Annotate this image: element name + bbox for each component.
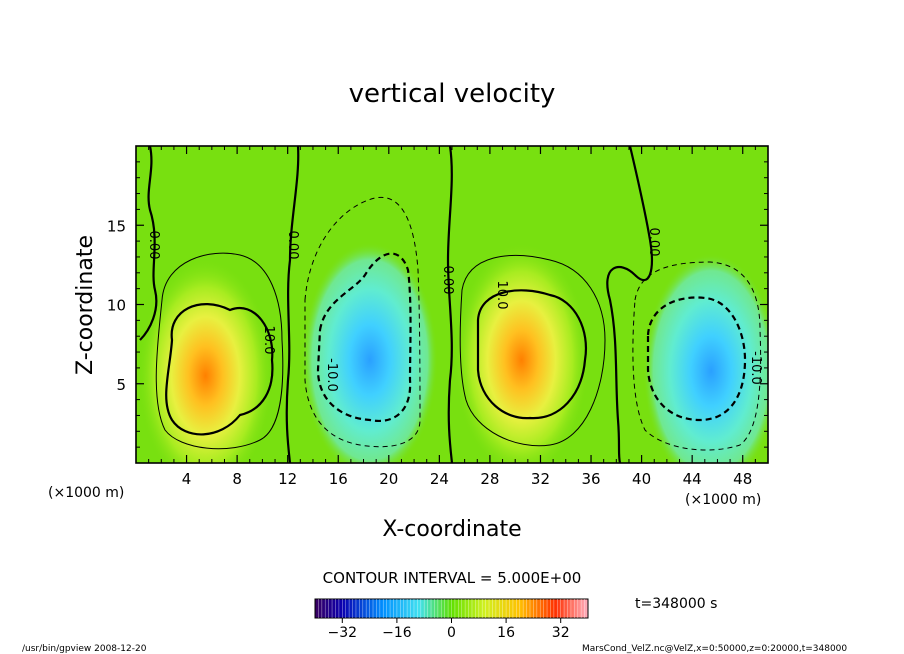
x-tick-label: 12 — [278, 470, 297, 488]
neg5-contour-1 — [304, 196, 421, 448]
colorbar-ticks: −32 −16 0 16 32 — [328, 618, 570, 641]
contour-label: -10.0 — [748, 351, 763, 385]
x-tick-label: 4 — [182, 470, 192, 488]
contour-labels: 0.00 0.00 0.00 0.00 10.0 10.0 -10.0 -10.0 — [146, 228, 763, 392]
pos5-contour-1 — [155, 252, 284, 450]
pos10-contour-1 — [165, 303, 274, 436]
colorbar-stripes — [318, 599, 585, 618]
contour-label: 10.0 — [261, 326, 276, 355]
time-label: t=348000 s — [635, 596, 717, 612]
neg10-contour-2 — [646, 296, 747, 422]
x-tick-label: 40 — [632, 470, 651, 488]
contour-label: 0.00 — [646, 228, 661, 257]
zero-contour-2 — [285, 146, 300, 463]
x-tick-label: 16 — [329, 470, 348, 488]
field-cell-2 — [301, 242, 438, 463]
colorbar-tick-label: −32 — [328, 625, 358, 641]
pos5-contour-2 — [459, 254, 606, 447]
contour-lines — [139, 146, 762, 463]
x-axis-ticks: 4 8 12 16 20 24 28 32 36 40 44 48 — [148, 146, 756, 488]
contour-interval-label: CONTOUR INTERVAL = 5.000E+00 — [323, 569, 582, 587]
x-axis-title: X-coordinate — [382, 517, 521, 542]
contour-label: -10.0 — [324, 358, 339, 392]
colorbar-tick-label: 0 — [447, 625, 456, 641]
field-cell-3 — [453, 242, 590, 463]
y-axis-title: Z-coordinate — [73, 235, 98, 375]
x-tick-label: 8 — [232, 470, 242, 488]
pos10-contour-2 — [476, 289, 588, 420]
y-axis-ticks: 5 10 15 — [107, 161, 768, 448]
x-tick-label: 28 — [480, 470, 499, 488]
x-tick-label: 48 — [733, 470, 752, 488]
zero-contour-1 — [139, 146, 158, 341]
x-axis-unit: (×1000 m) — [685, 492, 761, 508]
contour-label: 0.00 — [440, 266, 455, 295]
contour-label: 0.00 — [146, 231, 161, 260]
x-tick-label: 20 — [379, 470, 398, 488]
x-tick-label: 32 — [531, 470, 550, 488]
y-tick-label: 5 — [116, 376, 126, 394]
contour-label: 10.0 — [494, 281, 509, 310]
footer-right: MarsCond_VelZ.nc@VelZ,x=0:50000,z=0:2000… — [582, 644, 847, 654]
y-axis-unit: (×1000 m) — [48, 485, 124, 501]
colorbar-tick-label: 16 — [497, 625, 515, 641]
neg5-contour-2 — [632, 261, 762, 451]
zero-contour-4 — [606, 146, 653, 463]
field-cell-1 — [137, 257, 274, 463]
x-tick-label: 36 — [581, 470, 600, 488]
y-tick-label: 10 — [107, 297, 126, 315]
chart-title: vertical velocity — [349, 79, 556, 109]
field-cell-4 — [643, 253, 768, 463]
colorbar-tick-label: −16 — [382, 625, 412, 641]
neg10-contour-1 — [316, 252, 412, 423]
x-tick-label: 44 — [683, 470, 702, 488]
colorbar-tick-label: 32 — [552, 625, 570, 641]
footer-left: /usr/bin/gpview 2008-12-20 — [22, 644, 147, 654]
x-tick-label: 24 — [430, 470, 449, 488]
zero-contour-3 — [446, 146, 454, 463]
contour-label: 0.00 — [285, 231, 300, 260]
y-tick-label: 15 — [107, 217, 126, 235]
